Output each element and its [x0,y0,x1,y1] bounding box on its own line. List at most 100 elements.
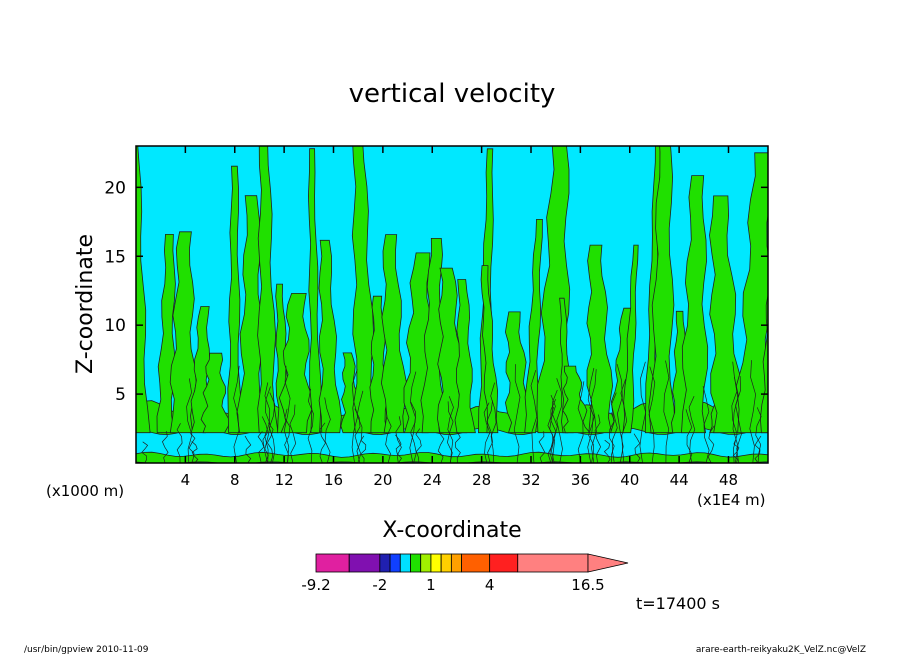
field-plume [318,239,342,434]
field-plume [307,148,322,434]
field-contour [549,399,557,463]
field-contour [556,378,563,463]
colorbar-tick-label: -9.2 [301,576,330,594]
x-tick-label: 20 [373,471,392,489]
field-plume [454,279,476,434]
field-contour [702,385,710,463]
field-contour [447,401,454,463]
x-tick-label: 36 [571,471,590,489]
colorbar-segment [379,553,391,573]
field-contour [633,433,641,463]
field-contour [455,432,461,463]
footer-right: arare-earth-reikyaku2K_VelZ.nc@VelZ [696,645,866,654]
field-plume [681,175,709,434]
x-tick-label: 8 [230,471,240,489]
colorbar-segment [430,553,442,573]
field-contour [577,381,585,463]
field-contour [639,361,647,463]
field-contour [447,396,454,463]
colorbar: -9.2 -2 1 4 16.5 [301,553,629,594]
y-tick-label: 15 [104,247,126,267]
field-contour [141,441,149,463]
field-contour [266,422,274,463]
field-band [136,451,768,463]
colorbar-segment [517,553,589,573]
x-tick-label: 40 [620,471,639,489]
colorbar-tick-label: -2 [372,576,387,594]
field-contour [754,435,762,463]
field-plume [227,165,242,434]
field-contour [395,416,402,463]
field-contour [755,407,762,463]
field-contour [587,367,595,463]
field-plume [562,365,591,434]
x-tick-label: 4 [181,471,191,489]
colorbar-extension [587,553,629,573]
field-contour [490,382,497,463]
field-plume [380,234,408,434]
colorbar-segment [410,553,422,573]
y-tick-label: 20 [104,178,126,198]
x-tick-label: 44 [670,471,689,489]
field-contour [620,379,628,463]
field-contour [486,400,493,463]
field-contour [289,404,297,463]
field-plume [648,146,676,434]
colorbar-segment [315,553,350,573]
field-contour [257,431,265,463]
field-contour [415,428,422,463]
field-contour [590,369,597,463]
field-contour [735,376,742,463]
field-plume [524,219,543,434]
x-unit-right: (x1E4 m) [697,491,766,509]
field-contour [186,378,193,463]
field-contour [648,366,656,463]
field-contour [731,377,738,463]
field-contour [307,388,314,463]
field-plume [586,244,614,434]
plot-frame [135,145,769,464]
field-contour [176,423,183,463]
field-contour [268,392,276,463]
field-contour [385,407,392,463]
colorbar-segment [389,553,401,573]
field-contour [588,407,595,463]
y-axis-label: Z-coordinate [73,234,98,374]
time-label: t=17400 s [636,594,720,613]
x-axis: 4 8 12 16 20 24 28 32 36 40 44 48 [181,146,738,489]
field-plume [420,238,445,434]
field-contour [688,395,696,463]
colorbar-segment [348,553,381,573]
colorbar-segment [399,553,411,573]
field-contour [351,369,359,463]
x-tick-label: 32 [521,471,540,489]
field-contour [616,364,624,463]
x-tick-label: 16 [324,471,343,489]
field-contour [594,414,601,463]
x-tick-label: 28 [472,471,491,489]
x-tick-label: 24 [423,471,442,489]
field-contour [410,401,417,463]
field-contour [538,431,546,463]
y-axis: 5 10 15 20 [104,178,768,405]
field-contour [663,360,670,463]
field-contour [324,397,331,463]
field-contour [233,365,240,463]
field-plume [200,352,230,434]
field-contour [603,439,611,463]
field-plume [759,292,768,434]
colorbar-segment [440,553,452,573]
field-contour [437,426,445,463]
colorbar-tick-label: 16.5 [571,576,604,594]
field-contour [244,435,252,463]
field-contour [188,433,196,463]
plot-area [136,146,768,463]
field-contour [608,412,615,463]
field-plume [236,195,267,434]
colorbar-tick-label: 1 [426,576,436,594]
x-axis-label: X-coordinate [382,518,521,543]
field-contour [356,390,364,463]
field-contour [707,425,715,463]
field-contour [360,435,367,463]
